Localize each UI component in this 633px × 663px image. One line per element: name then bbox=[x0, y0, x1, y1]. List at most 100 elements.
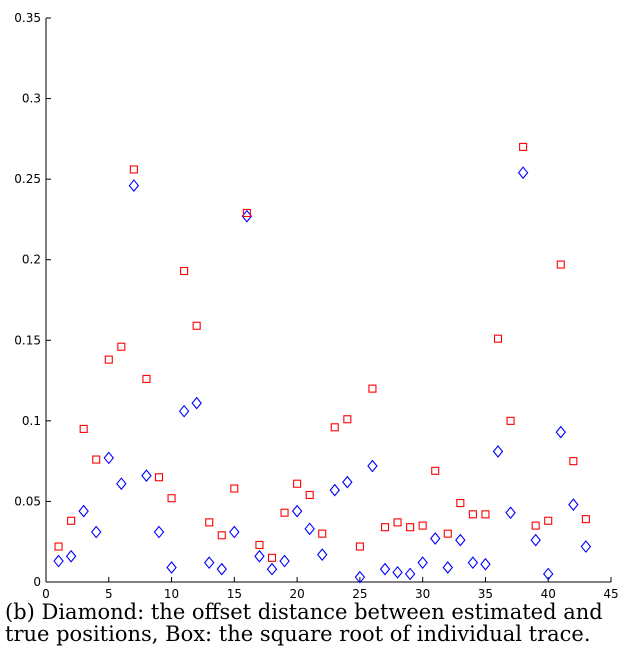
square-point bbox=[293, 479, 302, 488]
diamond-point bbox=[166, 561, 177, 574]
scatter-chart: 0 5 10 15 20 25 30 35 40 45 0 0.05 0.1 0.15 0.2 0.25 0.… bbox=[14, 11, 619, 600]
x-tick-label: 30 bbox=[415, 587, 430, 600]
y-tick-label: 0.15 bbox=[14, 333, 41, 347]
y-tick-label: 0.35 bbox=[14, 11, 41, 25]
diamond-point bbox=[53, 554, 64, 568]
diamond-point bbox=[555, 425, 566, 439]
diamond-point bbox=[442, 561, 453, 574]
square-point bbox=[142, 374, 151, 384]
x-tick-label: 45 bbox=[603, 587, 618, 600]
square-point bbox=[117, 342, 126, 351]
square-point bbox=[556, 260, 565, 269]
square-point bbox=[544, 516, 553, 525]
diamond-point bbox=[543, 567, 554, 581]
square-point bbox=[79, 424, 88, 433]
y-tick-label: 0.2 bbox=[22, 253, 41, 267]
diamond-point bbox=[404, 567, 416, 581]
x-tick-label: 40 bbox=[541, 587, 556, 600]
x-tick-label: 5 bbox=[105, 587, 113, 600]
square-series bbox=[54, 142, 590, 562]
diamond-point bbox=[379, 562, 391, 576]
y-tick-label: 0.05 bbox=[14, 494, 41, 508]
x-tick-label: 0 bbox=[42, 587, 50, 600]
square-point bbox=[104, 355, 113, 364]
square-point bbox=[242, 208, 251, 218]
diamond-point bbox=[505, 506, 516, 520]
square-point bbox=[468, 510, 477, 519]
chart-axes bbox=[45, 18, 611, 583]
square-point bbox=[280, 508, 289, 517]
diamond-point bbox=[430, 532, 441, 545]
square-point bbox=[92, 455, 101, 464]
y-tick-label: 0.1 bbox=[22, 414, 41, 428]
square-point bbox=[418, 521, 427, 530]
square-point bbox=[355, 542, 364, 551]
y-tick-label: 0.25 bbox=[14, 172, 41, 186]
diamond-point bbox=[568, 498, 579, 512]
diamond-point bbox=[354, 570, 366, 584]
diamond-point bbox=[91, 525, 102, 539]
square-point bbox=[154, 473, 164, 482]
square-point bbox=[368, 384, 377, 393]
caption-line-2: true positions, Box: the square root of … bbox=[5, 622, 591, 646]
y-tick-label: 0.3 bbox=[22, 92, 41, 106]
diamond-point bbox=[266, 562, 278, 576]
square-point bbox=[531, 521, 540, 530]
square-point bbox=[54, 542, 63, 551]
square-point bbox=[493, 334, 503, 343]
square-point bbox=[380, 523, 390, 532]
diamond-point bbox=[128, 179, 140, 192]
diamond-point bbox=[517, 166, 529, 180]
square-point bbox=[305, 490, 314, 500]
x-tick-label: 20 bbox=[289, 587, 304, 600]
diamond-point bbox=[467, 556, 479, 570]
diamond-point bbox=[342, 475, 353, 489]
diamond-point bbox=[291, 504, 303, 518]
square-point bbox=[393, 518, 402, 527]
square-point bbox=[255, 540, 264, 549]
diamond-point bbox=[317, 548, 328, 561]
x-tick-label: 10 bbox=[164, 587, 179, 600]
diamond-point bbox=[329, 483, 340, 497]
square-point bbox=[506, 416, 515, 425]
diamond-point bbox=[392, 565, 403, 579]
square-point bbox=[330, 423, 339, 432]
diamond-point bbox=[103, 451, 114, 465]
square-point bbox=[443, 529, 452, 538]
square-point bbox=[343, 415, 352, 424]
x-ticks: 0 5 10 15 20 25 30 35 40 45 bbox=[42, 577, 619, 600]
square-point bbox=[267, 553, 277, 562]
square-point bbox=[129, 165, 138, 174]
diamond-point bbox=[367, 459, 378, 473]
diamond-series bbox=[53, 166, 592, 584]
diamond-point bbox=[116, 477, 127, 491]
square-point bbox=[519, 142, 528, 151]
square-point bbox=[456, 498, 465, 508]
square-point bbox=[230, 484, 239, 493]
diamond-point bbox=[455, 533, 466, 547]
diamond-point bbox=[178, 404, 190, 418]
diamond-point bbox=[304, 522, 315, 536]
diamond-point bbox=[492, 445, 504, 458]
diamond-point bbox=[153, 525, 165, 539]
diamond-point bbox=[530, 533, 541, 547]
square-point bbox=[318, 529, 327, 538]
diamond-point bbox=[580, 540, 592, 553]
square-point bbox=[205, 518, 214, 527]
square-point bbox=[481, 510, 490, 519]
square-point bbox=[581, 515, 590, 524]
y-tick-label: 0 bbox=[33, 575, 41, 589]
diamond-point bbox=[279, 554, 290, 568]
diamond-point bbox=[65, 549, 77, 563]
x-tick-label: 25 bbox=[352, 587, 367, 600]
diamond-point bbox=[78, 504, 89, 518]
diamond-point bbox=[480, 557, 491, 571]
x-tick-label: 15 bbox=[227, 587, 242, 600]
square-point bbox=[180, 266, 189, 276]
square-point bbox=[569, 457, 578, 466]
x-tick-label: 35 bbox=[478, 587, 493, 600]
square-point bbox=[431, 466, 440, 475]
diamond-point bbox=[204, 556, 215, 570]
diamond-point bbox=[417, 556, 428, 570]
diamond-point bbox=[229, 525, 240, 539]
